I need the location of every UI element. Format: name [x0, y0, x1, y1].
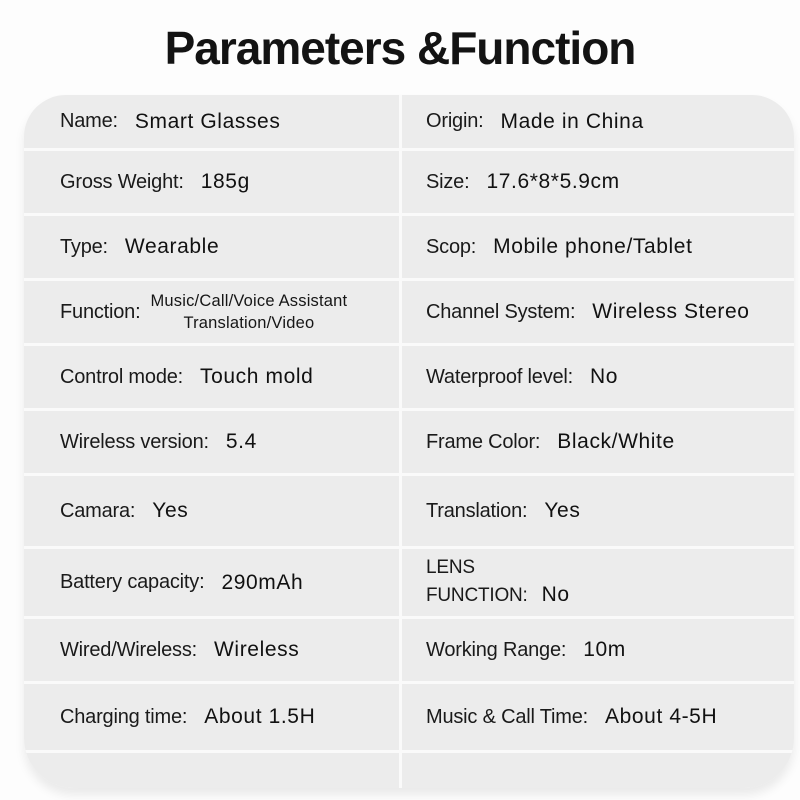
spec-label-line2: FUNCTION: — [426, 585, 528, 606]
spec-value: About 4-5H — [605, 705, 718, 728]
spec-value: Wireless — [214, 638, 300, 661]
spec-label: Waterproof level: — [426, 365, 574, 388]
spec-cell-waterproof-level: Waterproof level: No — [402, 346, 794, 408]
spec-cell-charging-time: Charging time: About 1.5H — [24, 684, 399, 750]
spec-label: Name: — [60, 110, 118, 132]
spec-cell-music-call-time: Music & Call Time: About 4-5H — [402, 684, 794, 750]
title-bar: Parameters &Function — [0, 0, 800, 95]
spec-value: No — [590, 365, 619, 388]
spec-label: Camara: — [60, 499, 136, 522]
spec-value: Yes — [544, 499, 581, 522]
spec-cell-origin: Origin: Made in China — [402, 95, 794, 148]
page-title: Parameters &Function — [164, 21, 637, 74]
spec-label: Function: — [60, 300, 141, 323]
table-bottom-strip-left — [24, 753, 399, 788]
spec-label: Type: — [60, 235, 108, 258]
spec-value: 17.6*8*5.9cm — [486, 170, 620, 193]
spec-label: Control mode: — [60, 365, 184, 388]
spec-cell-size: Size: 17.6*8*5.9cm — [402, 151, 794, 213]
spec-label-line1: LENS — [426, 557, 475, 579]
spec-value: No — [541, 583, 570, 606]
spec-value: Made in China — [500, 109, 644, 133]
spec-value: Black/White — [557, 430, 675, 453]
spec-value: 290mAh — [221, 570, 304, 594]
spec-cell-lens-function: LENS FUNCTION: No — [402, 549, 794, 616]
spec-value: 10m — [583, 638, 626, 661]
spec-cell-scop: Scop: Mobile phone/Tablet — [402, 216, 794, 278]
spec-label: Wired/Wireless: — [60, 638, 198, 661]
spec-cell-gross-weight: Gross Weight: 185g — [24, 151, 399, 213]
spec-label: Wireless version: — [60, 430, 209, 453]
spec-value-line1: Music/Call/Voice Assistant — [150, 291, 348, 310]
spec-label: Battery capacity: — [60, 571, 205, 593]
spec-cell-channel-system: Channel System: Wireless Stereo — [402, 281, 794, 343]
spec-value: Mobile phone/Tablet — [493, 235, 693, 258]
spec-label: Size: — [426, 170, 470, 193]
spec-cell-frame-color: Frame Color: Black/White — [402, 411, 794, 473]
spec-cell-wired-wireless: Wired/Wireless: Wireless — [24, 619, 399, 681]
spec-cell-battery-capacity: Battery capacity: 290mAh — [24, 549, 399, 616]
spec-value: Wearable — [124, 235, 220, 258]
spec-value: Smart Glasses — [134, 109, 281, 133]
spec-value-line2: Translation/Video — [183, 314, 315, 332]
spec-cell-name: Name: Smart Glasses — [24, 95, 399, 148]
table-bottom-strip-right — [402, 753, 794, 788]
spec-label: Music & Call Time: — [426, 705, 588, 728]
spec-cell-function: Function: Music/Call/Voice Assistant Tra… — [24, 281, 399, 343]
spec-label: Gross Weight: — [60, 170, 184, 193]
spec-label: Charging time: — [60, 705, 188, 728]
spec-label: Scop: — [426, 235, 477, 258]
spec-value: About 1.5H — [204, 705, 316, 728]
spec-cell-translation: Translation: Yes — [402, 476, 794, 546]
spec-label: Translation: — [426, 499, 528, 522]
spec-table: Name: Smart Glasses Origin: Made in Chin… — [24, 95, 794, 788]
spec-label: Working Range: — [426, 638, 567, 661]
spec-value: 185g — [200, 170, 250, 193]
spec-cell-control-mode: Control mode: Touch mold — [24, 346, 399, 408]
spec-value: 5.4 — [225, 430, 257, 453]
spec-label: Frame Color: — [426, 430, 541, 453]
spec-cell-camara: Camara: Yes — [24, 476, 399, 546]
spec-label: Channel System: — [426, 300, 576, 323]
spec-value: Wireless Stereo — [592, 300, 750, 323]
spec-cell-wireless-version: Wireless version: 5.4 — [24, 411, 399, 473]
spec-value: Touch mold — [200, 365, 314, 388]
lens-function-block: LENS FUNCTION: No — [426, 556, 570, 608]
spec-cell-type: Type: Wearable — [24, 216, 399, 278]
spec-value: Music/Call/Voice Assistant Translation/V… — [150, 290, 347, 335]
spec-value: Yes — [152, 499, 189, 522]
spec-cell-working-range: Working Range: 10m — [402, 619, 794, 681]
spec-label: Origin: — [426, 110, 484, 132]
